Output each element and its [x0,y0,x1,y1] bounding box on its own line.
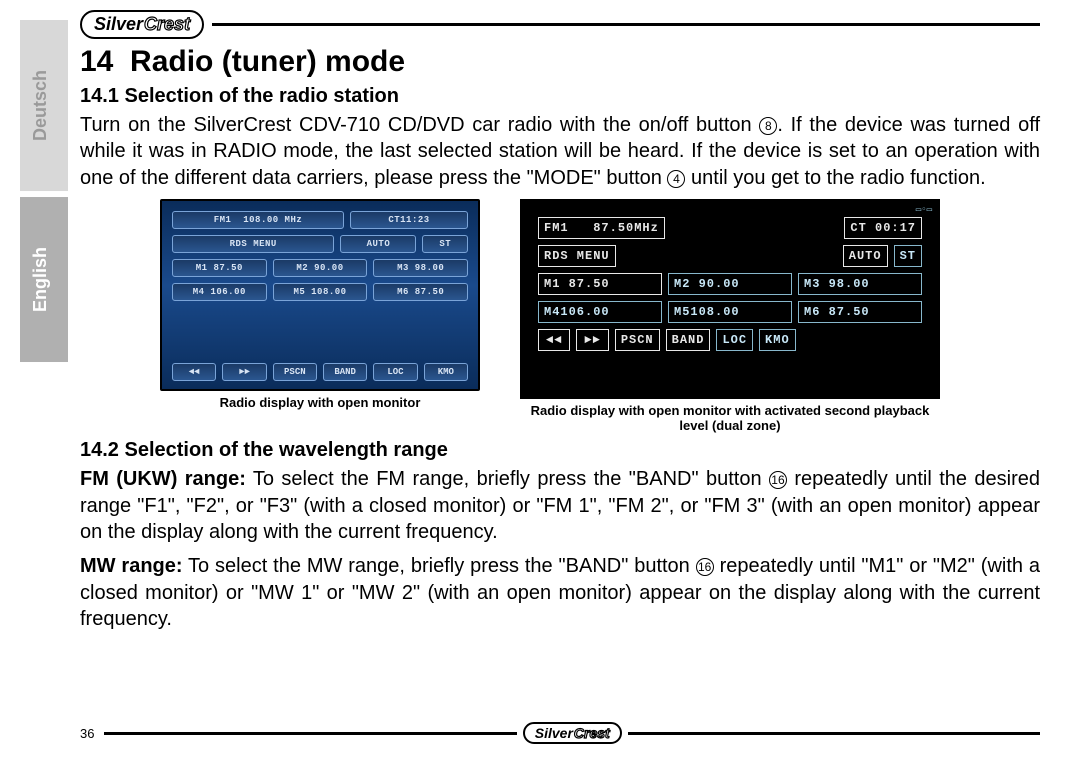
r2-preset-2[interactable]: M2 90.00 [668,273,792,295]
subsection-14-2: 14.2 Selection of the wavelength range [80,439,1040,462]
figure-2: ▭◦▭ FM1 87.50MHz CT 00:17 RDS MENU AUTO … [520,199,940,433]
r2-ct: CT 00:17 [844,217,922,239]
r1-band[interactable]: BAND [323,363,367,381]
paragraph-2: FM (UKW) range: To select the FM range, … [80,466,1040,545]
r2-preset-1[interactable]: M1 87.50 [538,273,662,295]
radio-display-2: ▭◦▭ FM1 87.50MHz CT 00:17 RDS MENU AUTO … [520,199,940,399]
r2-preset-4[interactable]: M4106.00 [538,301,662,323]
r1-preset-4[interactable]: M4 106.00 [172,283,267,301]
r1-pscn[interactable]: PSCN [273,363,317,381]
figure-1: FM1 108.00 MHz CT11:23 RDS MENU AUTO ST … [160,199,480,410]
r2-band[interactable]: BAND [666,329,711,351]
r2-kmo[interactable]: KMO [759,329,796,351]
page-header: SilverCrest [80,10,1040,39]
r2-prev[interactable]: ◄◄ [538,329,570,351]
ref-button-8: 8 [759,117,777,135]
r1-prev[interactable]: ◄◄ [172,363,216,381]
dualzone-icon: ▭◦▭ [916,205,932,215]
ref-button-16b: 16 [696,558,714,576]
subsection-14-1: 14.1 Selection of the radio station [80,85,1040,108]
r1-st[interactable]: ST [422,235,468,253]
figure-1-caption: Radio display with open monitor [220,395,421,410]
r2-band-freq: FM1 87.50MHz [538,217,665,239]
ref-button-16a: 16 [769,471,787,489]
r1-preset-5[interactable]: M5 108.00 [273,283,368,301]
page-content: SilverCrest 14 Radio (tuner) mode 14.1 S… [80,10,1040,730]
section-heading: 14 Radio (tuner) mode [80,45,1040,79]
radio-figures: FM1 108.00 MHz CT11:23 RDS MENU AUTO ST … [160,199,1040,433]
page-number: 36 [80,726,94,741]
r2-next[interactable]: ►► [576,329,608,351]
language-sidebar: Deutsch English [20,20,68,362]
figure-2-caption: Radio display with open monitor with act… [520,403,940,433]
page-footer: 36 SilverCrest [80,722,1040,744]
r1-ct: CT11:23 [350,211,468,229]
paragraph-3: MW range: To select the MW range, briefl… [80,553,1040,632]
brand-part1: Silver [94,14,143,35]
r2-rds-menu[interactable]: RDS MENU [538,245,616,267]
footer-brand-logo: SilverCrest [523,722,622,744]
r1-preset-2[interactable]: M2 90.00 [273,259,368,277]
r1-kmo[interactable]: KMO [424,363,468,381]
footer-rule-left [104,732,516,735]
r1-next[interactable]: ►► [222,363,266,381]
r1-preset-3[interactable]: M3 98.00 [373,259,468,277]
r2-pscn[interactable]: PSCN [615,329,660,351]
header-rule [212,23,1040,26]
r1-rds-menu[interactable]: RDS MENU [172,235,334,253]
lang-tab-deutsch[interactable]: Deutsch [20,20,68,191]
paragraph-1: Turn on the SilverCrest CDV-710 CD/DVD c… [80,112,1040,191]
r2-preset-6[interactable]: M6 87.50 [798,301,922,323]
r2-preset-3[interactable]: M3 98.00 [798,273,922,295]
r1-auto[interactable]: AUTO [340,235,416,253]
r2-preset-5[interactable]: M5108.00 [668,301,792,323]
r2-st[interactable]: ST [894,245,922,267]
r2-auto[interactable]: AUTO [843,245,888,267]
brand-logo: SilverCrest [80,10,204,39]
r1-loc[interactable]: LOC [373,363,417,381]
footer-rule-right [628,732,1040,735]
r1-preset-6[interactable]: M6 87.50 [373,283,468,301]
lang-tab-english[interactable]: English [20,197,68,362]
ref-button-4: 4 [667,170,685,188]
brand-part2: Crest [144,14,190,35]
r1-preset-1[interactable]: M1 87.50 [172,259,267,277]
radio-display-1: FM1 108.00 MHz CT11:23 RDS MENU AUTO ST … [160,199,480,391]
r1-band-freq: FM1 108.00 MHz [172,211,344,229]
r2-loc[interactable]: LOC [716,329,753,351]
